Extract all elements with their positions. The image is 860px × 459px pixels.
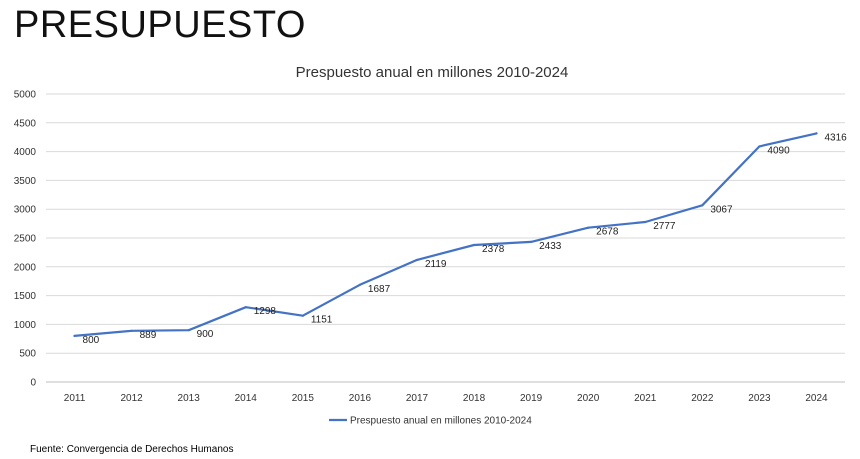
y-tick-label: 3000 [14,205,37,216]
y-tick-label: 1500 [14,291,37,302]
x-tick-label: 2014 [235,393,258,404]
y-tick-label: 5000 [14,90,37,101]
data-point [758,145,761,148]
x-axis: 2011 2012 2013 2014 2015 2016 2017 2018 2019 2020… [64,393,828,404]
x-tick-label: 2023 [748,393,771,404]
line-chart: Prespuesto anual en millones 2010-2024 0… [14,64,848,427]
chart-title: Prespuesto anual en millones 2010-2024 [296,64,569,81]
data-label: 4090 [767,145,790,156]
data-point [701,204,704,207]
series-line [73,132,818,337]
data-point [187,329,190,332]
y-tick-label: 0 [30,378,36,389]
data-point [644,220,647,224]
data-point [530,240,533,243]
x-tick-label: 2013 [178,393,201,404]
data-label: 900 [197,329,214,340]
data-point [587,226,590,229]
x-tick-label: 2024 [805,393,828,404]
x-tick-label: 2020 [577,393,600,404]
legend-label: Prespuesto anual en millones 2010-2024 [350,416,532,427]
x-tick-label: 2022 [691,393,714,404]
data-point [73,334,76,338]
x-tick-label: 2018 [463,393,486,404]
data-point [815,132,818,135]
data-point [472,243,476,247]
data-label: 2678 [596,227,619,238]
x-tick-label: 2015 [292,393,315,404]
data-point [415,258,419,262]
y-tick-label: 2000 [14,262,37,273]
data-label: 1151 [311,315,333,326]
y-axis: 0 500 1000 1500 2000 2500 3000 3500 4000 4500 5000 [14,90,37,389]
data-label: 2378 [482,244,505,255]
y-tick-label: 2500 [14,234,37,245]
data-label: 1298 [254,306,277,317]
data-label: 889 [140,330,157,341]
data-label: 2119 [425,259,447,270]
data-label: 2777 [653,221,676,232]
x-tick-label: 2019 [520,393,543,404]
y-tick-label: 1000 [14,320,37,331]
y-tick-label: 4500 [14,118,37,129]
data-label: 3067 [710,204,733,215]
series-group [73,132,818,338]
data-point [358,283,361,286]
data-labels: 800 889 900 1298 1151 1687 2119 2378 2433 2678 277… [83,132,848,346]
y-tick-label: 4000 [14,147,37,158]
data-point [244,306,247,309]
data-label: 2433 [539,241,562,252]
x-tick-label: 2021 [634,393,657,404]
page-title: PRESUPUESTO [14,4,306,46]
legend: Prespuesto anual en millones 2010-2024 [329,416,532,427]
source-note: Fuente: Convergencia de Derechos Humanos [30,444,234,455]
x-tick-label: 2016 [349,393,372,404]
data-point [130,329,133,332]
y-tick-label: 500 [19,349,36,360]
gridlines [46,93,845,383]
data-label: 4316 [824,132,847,143]
data-label: 1687 [368,284,391,295]
data-label: 800 [83,335,100,346]
data-point [301,314,304,317]
y-tick-label: 3500 [14,176,37,187]
x-tick-label: 2011 [64,393,86,404]
x-tick-label: 2017 [406,393,429,404]
x-tick-label: 2012 [120,393,143,404]
